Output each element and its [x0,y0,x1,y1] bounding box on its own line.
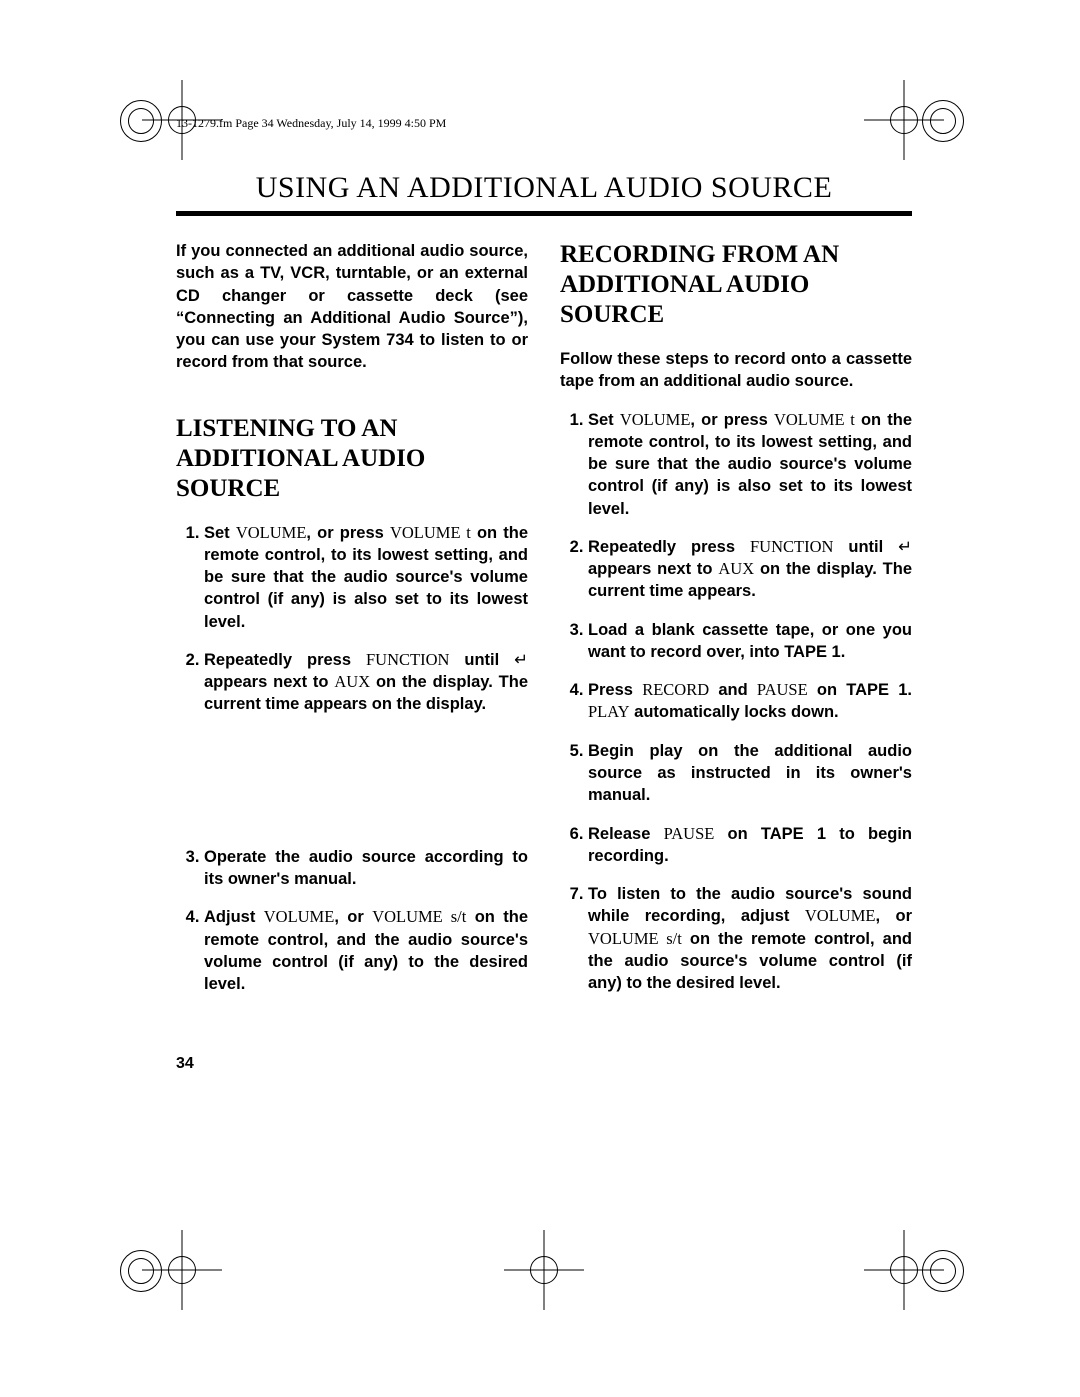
record-intro: Follow these steps to record onto a cass… [560,348,912,393]
section-listen-title: LISTENING TO AN ADDITIONAL AUDIO SOURCE [176,414,528,504]
crop-crosshair-icon [158,1246,206,1294]
intro-paragraph: If you connected an additional audio sou… [176,240,528,374]
crop-crosshair-icon [520,1246,568,1294]
record-step-4: Press RECORD and PAUSE on TAPE 1. PLAY a… [588,679,912,724]
left-column: If you connected an additional audio sou… [176,240,528,1073]
record-step-2: Repeatedly press FUNCTION until ↵ appear… [588,536,912,603]
listen-steps: Set VOLUME, or press VOLUME t on the rem… [176,522,528,996]
crop-circle-icon [120,100,162,142]
listen-step-2: Repeatedly press FUNCTION until ↵ appear… [204,649,528,716]
record-step-3: Load a blank cassette tape, or one you w… [588,619,912,664]
record-step-5: Begin play on the additional audio sourc… [588,740,912,807]
listen-step-4: Adjust VOLUME, or VOLUME s/t on the remo… [204,906,528,995]
crop-circle-icon [120,1250,162,1292]
listen-step-3: Operate the audio source according to it… [204,846,528,891]
crop-crosshair-icon [880,1246,928,1294]
page-content: 13-1279.fm Page 34 Wednesday, July 14, 1… [176,116,912,1073]
page-number: 34 [176,1055,528,1073]
main-title: USING AN ADDITIONAL AUDIO SOURCE [176,171,912,205]
pointer-icon: ↵ [898,537,912,556]
record-step-7: To listen to the audio source's sound wh… [588,883,912,994]
right-column: RECORDING FROM AN ADDITIONAL AUDIO SOURC… [560,240,912,1073]
pointer-icon: ↵ [514,650,528,669]
title-rule [176,211,912,216]
crop-circle-icon [922,1250,964,1292]
header-line: 13-1279.fm Page 34 Wednesday, July 14, 1… [176,116,912,131]
record-step-6: Release PAUSE on TAPE 1 to begin recordi… [588,823,912,868]
listen-step-1: Set VOLUME, or press VOLUME t on the rem… [204,522,528,633]
section-record-title: RECORDING FROM AN ADDITIONAL AUDIO SOURC… [560,240,912,330]
crop-circle-icon [922,100,964,142]
record-steps: Set VOLUME, or press VOLUME t on the rem… [560,409,912,995]
record-step-1: Set VOLUME, or press VOLUME t on the rem… [588,409,912,520]
